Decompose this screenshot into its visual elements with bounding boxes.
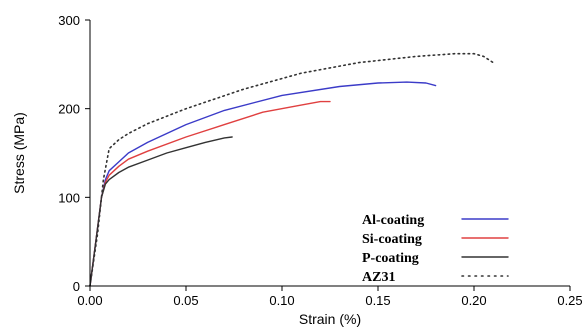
y-ticks: 0 100 200 300 xyxy=(58,13,90,294)
series-line-2 xyxy=(89,100,331,287)
legend-label: AZ31 xyxy=(362,270,395,285)
y-tick-label: 300 xyxy=(58,13,80,28)
x-tick-label: 0.00 xyxy=(77,293,102,308)
y-tick-label: 100 xyxy=(58,190,80,205)
series-line-4 xyxy=(89,52,495,287)
legend-label: Al-coating xyxy=(362,213,424,228)
axes xyxy=(89,20,570,287)
plot-area xyxy=(89,52,495,287)
y-tick-label: 200 xyxy=(58,102,80,117)
x-tick-label: 0.05 xyxy=(173,293,198,308)
y-tick-label: 0 xyxy=(73,279,80,294)
x-tick-label: 0.15 xyxy=(365,293,390,308)
x-tick-label: 0.20 xyxy=(461,293,486,308)
y-axis-title: Stress (MPa) xyxy=(11,112,27,194)
x-tick-label: 0.10 xyxy=(269,293,294,308)
legend: Al-coating Si-coating P-coating AZ31 xyxy=(362,213,509,285)
legend-label: P-coating xyxy=(362,251,419,266)
x-axis-title: Strain (%) xyxy=(299,311,361,327)
x-tick-label: 0.25 xyxy=(557,293,582,308)
series-line-3 xyxy=(89,136,233,287)
legend-label: Si-coating xyxy=(362,232,422,247)
x-ticks: 0.00 0.05 0.10 0.15 0.20 0.25 xyxy=(77,286,582,308)
